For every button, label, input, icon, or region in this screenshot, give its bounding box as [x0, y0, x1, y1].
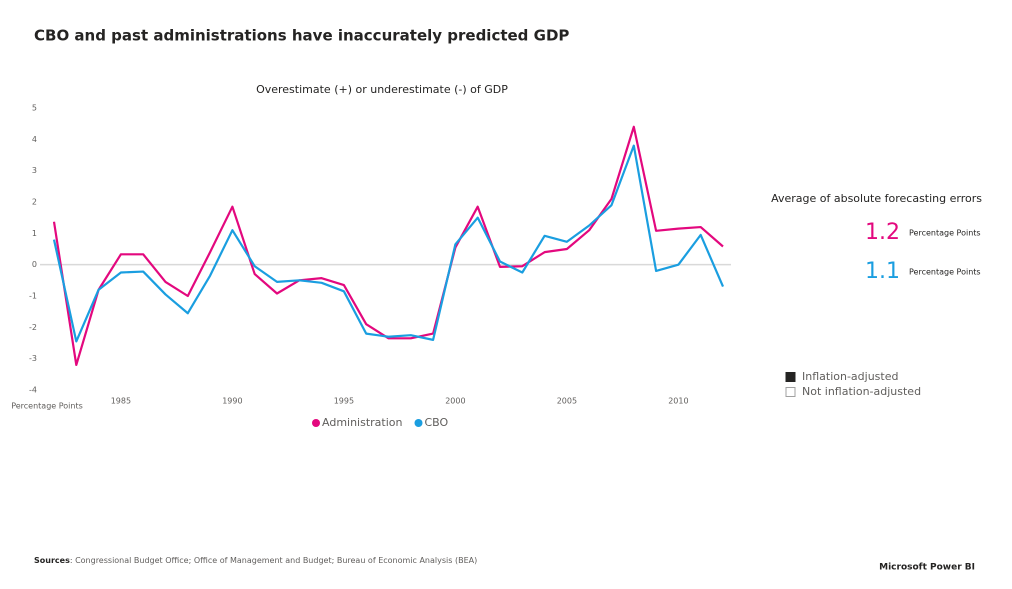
y-tick-label: 2 [32, 198, 37, 207]
card-value: 1.2 [865, 220, 900, 245]
slicer-checkbox[interactable] [785, 372, 796, 382]
card-unit: Percentage Points [909, 268, 981, 277]
slicer-label[interactable]: Inflation-adjusted [802, 370, 898, 383]
y-axis-label: Percentage Points [11, 402, 83, 411]
sources: Sources: Congressional Budget Office; Of… [34, 556, 477, 565]
sources-text: : Congressional Budget Office; Office of… [70, 556, 477, 565]
legend-marker [312, 419, 320, 427]
card-value: 1.1 [865, 259, 900, 284]
legend-label: Administration [322, 416, 403, 429]
series-line [52, 125, 724, 367]
card-unit: Percentage Points [909, 229, 981, 238]
y-tick-label: 3 [32, 166, 37, 175]
y-tick-label: 4 [32, 135, 37, 144]
sources-label: Sources [34, 556, 70, 565]
chart-title: Overestimate (+) or underestimate (-) of… [256, 83, 508, 96]
card-title: Average of absolute forecasting errors [771, 192, 982, 205]
page-title: CBO and past administrations have inaccu… [34, 27, 569, 45]
x-tick-label: 1985 [111, 397, 131, 406]
x-tick-label: 1990 [222, 397, 242, 406]
x-tick-label: 2000 [445, 397, 465, 406]
legend-marker [414, 419, 423, 427]
x-tick-label: 1995 [334, 397, 354, 406]
y-tick-label: -3 [29, 354, 37, 363]
x-tick-label: 2010 [668, 397, 688, 406]
y-tick-label: -2 [29, 323, 37, 332]
x-tick-label: 2005 [557, 397, 577, 406]
series-line [52, 144, 725, 343]
y-tick-label: 0 [32, 260, 37, 269]
slicer-label[interactable]: Not inflation-adjusted [802, 385, 921, 398]
legend-label: CBO [425, 416, 449, 429]
y-tick-label: -4 [29, 386, 37, 395]
brand: Microsoft Power BI [879, 563, 975, 573]
y-tick-label: 1 [32, 229, 37, 238]
y-tick-label: 5 [32, 104, 37, 113]
slicer-checkbox[interactable] [785, 387, 796, 397]
y-tick-label: -1 [29, 292, 37, 301]
